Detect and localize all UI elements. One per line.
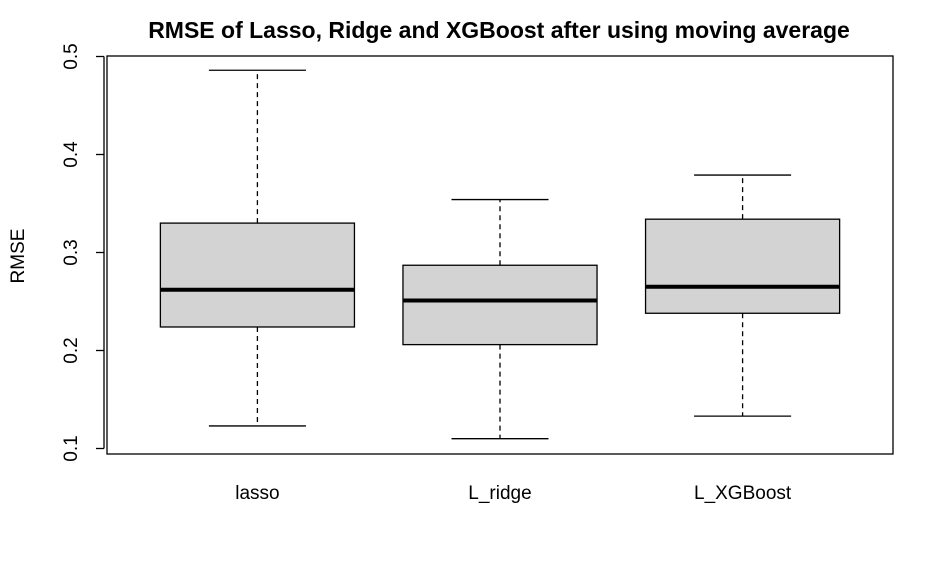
iqr-box [402,264,598,346]
x-tick-label: L_ridge [468,483,531,504]
box-lasso [159,69,356,427]
x-tick-label: L_XGBoost [694,483,792,504]
plot-frame [106,55,894,455]
box-L_XGBoost [644,174,841,417]
x-axis: lasso L_ridge L_XGBoost [235,483,792,504]
chart-title: RMSE of Lasso, Ridge and XGBoost after u… [148,17,850,43]
y-axis-label: RMSE [8,229,29,284]
boxes [159,69,841,440]
y-tick-label: 0.1 [61,435,82,461]
y-tick-label: 0.3 [61,239,82,265]
y-tick-label: 0.2 [61,337,82,363]
y-tick-label: 0.5 [61,43,82,69]
x-tick-label: lasso [235,483,279,504]
box-L_ridge [402,198,598,440]
iqr-box [644,218,841,314]
y-axis: 0.1 0.2 0.3 0.4 0.5 [61,43,105,462]
iqr-box [159,222,356,328]
y-tick-label: 0.4 [61,141,82,168]
